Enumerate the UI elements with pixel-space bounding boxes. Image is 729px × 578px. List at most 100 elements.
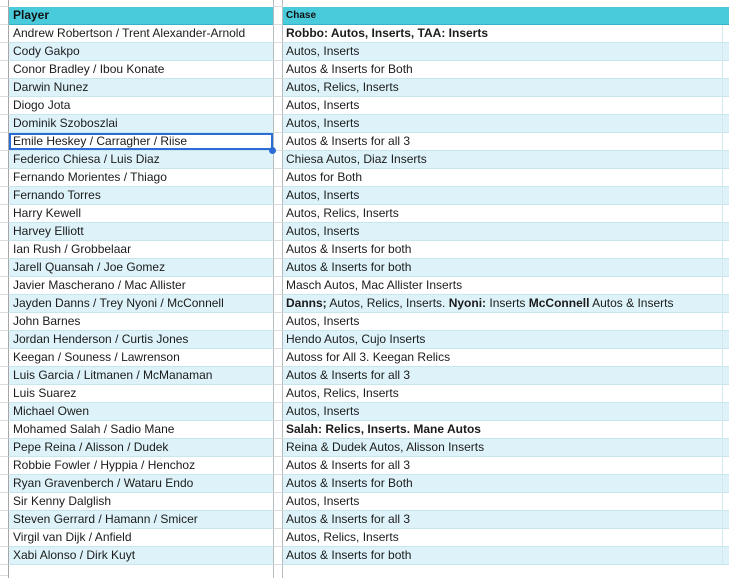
chase-cell[interactable]: Autos, Relics, Inserts: [283, 385, 729, 403]
chase-cell[interactable]: Autos & Inserts for both: [283, 547, 729, 565]
column-gutter: [273, 241, 283, 259]
table-row: Jayden Danns / Trey Nyoni / McConnell Dan…: [0, 295, 729, 313]
player-cell[interactable]: Virgil van Dijk / Anfield: [9, 529, 273, 547]
table-row: Steven Gerrard / Hamann / Smicer Autos & …: [0, 511, 729, 529]
table-row: John Barnes Autos, Inserts: [0, 313, 729, 331]
chase-cell[interactable]: Autos, Inserts: [283, 223, 729, 241]
player-cell[interactable]: Andrew Robertson / Trent Alexander-Arnol…: [9, 25, 273, 43]
player-cell[interactable]: Jarell Quansah / Joe Gomez: [9, 259, 273, 277]
row-gutter: [0, 43, 9, 61]
chase-cell[interactable]: Autos, Inserts: [283, 43, 729, 61]
table-row: Andrew Robertson / Trent Alexander-Arnol…: [0, 25, 729, 43]
chase-cell[interactable]: Autos, Relics, Inserts: [283, 79, 729, 97]
player-cell[interactable]: Harry Kewell: [9, 205, 273, 223]
chase-cell[interactable]: Autos, Inserts: [283, 403, 729, 421]
column-gutter: [273, 205, 283, 223]
chase-cell[interactable]: Autos & Inserts for all 3: [283, 367, 729, 385]
player-cell[interactable]: John Barnes: [9, 313, 273, 331]
player-cell[interactable]: Emile Heskey / Carragher / Riise: [9, 133, 276, 154]
chase-cell[interactable]: Autos & Inserts for Both: [283, 475, 729, 493]
player-cell[interactable]: Ian Rush / Grobbelaar: [9, 241, 273, 259]
chase-cell[interactable]: Autos & Inserts for both: [283, 259, 729, 277]
chase-cell[interactable]: Autos & Inserts for both: [283, 241, 729, 259]
chase-cell[interactable]: Masch Autos, Mac Allister Inserts: [283, 277, 729, 295]
player-cell[interactable]: Robbie Fowler / Hyppia / Henchoz: [9, 457, 273, 475]
chase-cell[interactable]: Autos, Inserts: [283, 493, 729, 511]
row-gutter: [0, 457, 9, 475]
row-gutter: [0, 421, 9, 439]
row-gutter: [0, 277, 9, 295]
player-cell[interactable]: Keegan / Souness / Lawrenson: [9, 349, 273, 367]
player-cell[interactable]: Fernando Morientes / Thiago: [9, 169, 273, 187]
row-gutter: [0, 187, 9, 205]
row-gutter: [0, 547, 9, 565]
table-row: Harvey Elliott Autos, Inserts: [0, 223, 729, 241]
row-gutter: [0, 25, 9, 43]
chase-cell[interactable]: Autos & Inserts for Both: [283, 61, 729, 79]
player-cell[interactable]: Dominik Szoboszlai: [9, 115, 273, 133]
column-gutter: [273, 457, 283, 475]
player-cell[interactable]: Pepe Reina / Alisson / Dudek: [9, 439, 273, 457]
player-cell[interactable]: Conor Bradley / Ibou Konate: [9, 61, 273, 79]
table-row: Conor Bradley / Ibou Konate Autos & Inser…: [0, 61, 729, 79]
column-header-player[interactable]: Player: [9, 7, 273, 25]
player-cell[interactable]: Federico Chiesa / Luis Diaz: [9, 151, 273, 169]
row-gutter: [0, 385, 9, 403]
player-cell[interactable]: Harvey Elliott: [9, 223, 273, 241]
table-row: Darwin Nunez Autos, Relics, Inserts: [0, 79, 729, 97]
player-cell[interactable]: Jordan Henderson / Curtis Jones: [9, 331, 273, 349]
column-gutter: [273, 295, 283, 313]
row-gutter: [0, 0, 9, 7]
chase-cell[interactable]: Danns; Autos, Relics, Inserts. Nyoni: In…: [283, 295, 729, 313]
player-cell[interactable]: Fernando Torres: [9, 187, 273, 205]
player-cell[interactable]: Xabi Alonso / Dirk Kuyt: [9, 547, 273, 565]
column-gutter: [273, 223, 283, 241]
chase-cell[interactable]: Autos & Inserts for all 3: [283, 457, 729, 475]
chase-cell[interactable]: Autos, Inserts: [283, 313, 729, 331]
chase-cell[interactable]: Autos, Inserts: [283, 115, 729, 133]
sheet-body: Andrew Robertson / Trent Alexander-Arnol…: [0, 25, 729, 565]
player-cell[interactable]: Luis Suarez: [9, 385, 273, 403]
chase-cell[interactable]: Autos, Inserts: [283, 187, 729, 205]
column-gutter: [273, 0, 283, 7]
table-row: Mohamed Salah / Sadio Mane Salah: Relics,…: [0, 421, 729, 439]
player-cell[interactable]: Mohamed Salah / Sadio Mane: [9, 421, 273, 439]
chase-cell[interactable]: Autos, Relics, Inserts: [283, 529, 729, 547]
row-gutter: [0, 349, 9, 367]
top-filler-cell: [283, 0, 729, 7]
column-gutter: [273, 313, 283, 331]
chase-cell[interactable]: Autos for Both: [283, 169, 729, 187]
chase-cell[interactable]: Salah: Relics, Inserts. Mane Autos: [283, 421, 729, 439]
player-cell[interactable]: Diogo Jota: [9, 97, 273, 115]
table-row: Xabi Alonso / Dirk Kuyt Autos & Inserts f…: [0, 547, 729, 565]
player-cell[interactable]: Steven Gerrard / Hamann / Smicer: [9, 511, 273, 529]
table-row: Virgil van Dijk / Anfield Autos, Relics, …: [0, 529, 729, 547]
player-cell[interactable]: Cody Gakpo: [9, 43, 273, 61]
chase-cell[interactable]: Autos & Inserts for all 3: [283, 133, 729, 151]
chase-cell[interactable]: Reina & Dudek Autos, Alisson Inserts: [283, 439, 729, 457]
player-cell[interactable]: Javier Mascherano / Mac Allister: [9, 277, 273, 295]
column-gutter: [273, 349, 283, 367]
player-cell[interactable]: Ryan Gravenberch / Wataru Endo: [9, 475, 273, 493]
player-cell[interactable]: Michael Owen: [9, 403, 273, 421]
header-row: Player Chase: [0, 7, 729, 25]
chase-cell[interactable]: Chiesa Autos, Diaz Inserts: [283, 151, 729, 169]
column-header-chase[interactable]: Chase: [283, 7, 729, 25]
player-cell[interactable]: Darwin Nunez: [9, 79, 273, 97]
fill-handle[interactable]: [269, 147, 276, 154]
row-gutter: [0, 475, 9, 493]
column-gutter: [273, 187, 283, 205]
chase-cell[interactable]: Autos, Relics, Inserts: [283, 205, 729, 223]
chase-cell[interactable]: Robbo: Autos, Inserts, TAA: Inserts: [283, 25, 729, 43]
player-cell[interactable]: Luis Garcia / Litmanen / McManaman: [9, 367, 273, 385]
player-cell[interactable]: Sir Kenny Dalglish: [9, 493, 273, 511]
row-gutter: [0, 295, 9, 313]
chase-cell[interactable]: Autos, Inserts: [283, 97, 729, 115]
chase-cell[interactable]: Hendo Autos, Cujo Inserts: [283, 331, 729, 349]
chase-cell[interactable]: Autoss for All 3. Keegan Relics: [283, 349, 729, 367]
column-gutter: [273, 511, 283, 529]
column-gutter: [273, 367, 283, 385]
player-cell[interactable]: Jayden Danns / Trey Nyoni / McConnell: [9, 295, 273, 313]
chase-cell[interactable]: Autos & Inserts for all 3: [283, 511, 729, 529]
